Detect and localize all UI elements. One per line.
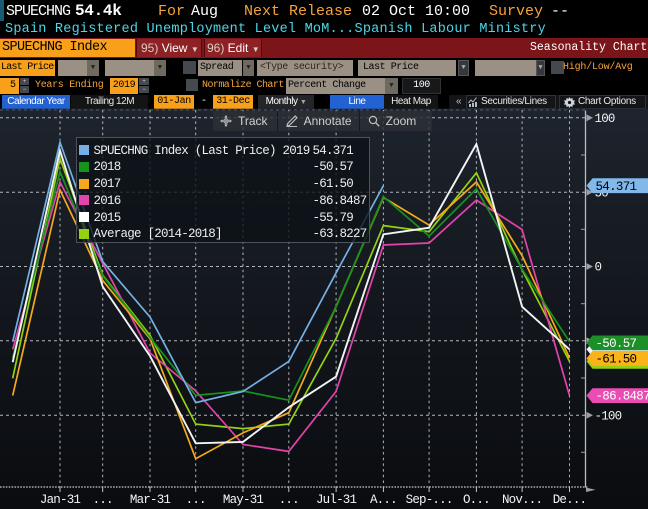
svg-text:...: ... [279,493,299,507]
svg-text:Jul-31: Jul-31 [316,493,357,507]
svg-text:...: ... [186,493,206,507]
svg-text:0: 0 [595,261,602,275]
svg-text:De...: De... [553,493,587,507]
svg-text:Jan-31: Jan-31 [40,493,81,507]
svg-text:-50.57: -50.57 [596,337,637,351]
svg-text:O...: O... [463,493,490,507]
svg-text:100: 100 [595,112,615,126]
svg-text:-61.50: -61.50 [596,352,637,366]
svg-text:A...: A... [370,493,397,507]
svg-text:...: ... [93,493,113,507]
svg-text:Mar-31: Mar-31 [130,493,171,507]
svg-text:-100: -100 [595,409,622,423]
svg-text:May-31: May-31 [223,493,264,507]
svg-text:-86.8487: -86.8487 [596,390,648,404]
svg-text:Nov...: Nov... [502,493,542,507]
svg-text:54.371: 54.371 [596,180,637,194]
svg-text:Sep-...: Sep-... [406,493,453,507]
